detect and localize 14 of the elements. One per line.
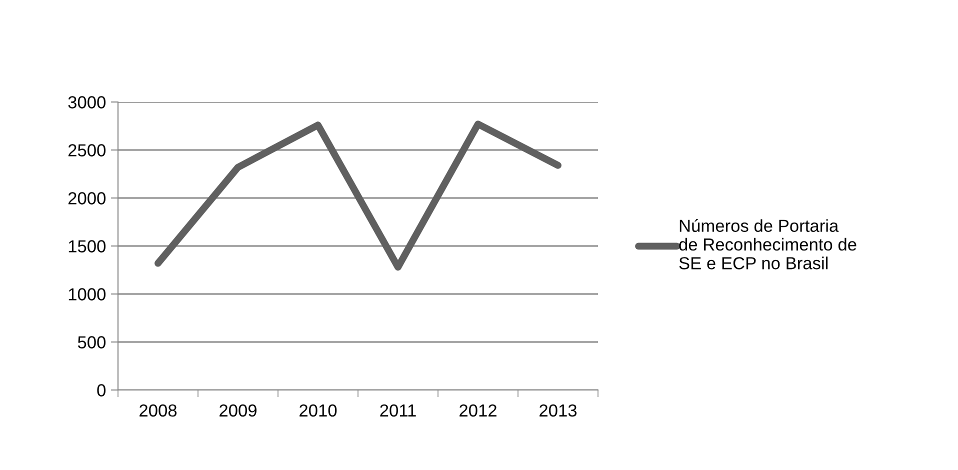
y-tick-label: 2500 [68, 144, 106, 156]
y-tick-label: 2000 [68, 192, 106, 204]
y-tick-label: 1000 [68, 288, 106, 300]
y-tick-label: 3000 [68, 96, 106, 108]
x-tick-label: 2010 [300, 404, 337, 417]
x-tick-label: 2012 [460, 404, 496, 417]
y-tick-label: 0 [97, 384, 106, 396]
x-tick-label: 2009 [220, 404, 256, 417]
y-tick-label: 500 [78, 336, 106, 348]
legend-label: Números de Portaria de Reconhecimento de SE e ECP no Brasil [679, 219, 856, 270]
y-tick-label: 1500 [68, 240, 106, 252]
x-tick-label: 2011 [380, 404, 416, 417]
x-tick-label: 2013 [540, 404, 577, 417]
x-tick-label: 2008 [140, 404, 177, 417]
